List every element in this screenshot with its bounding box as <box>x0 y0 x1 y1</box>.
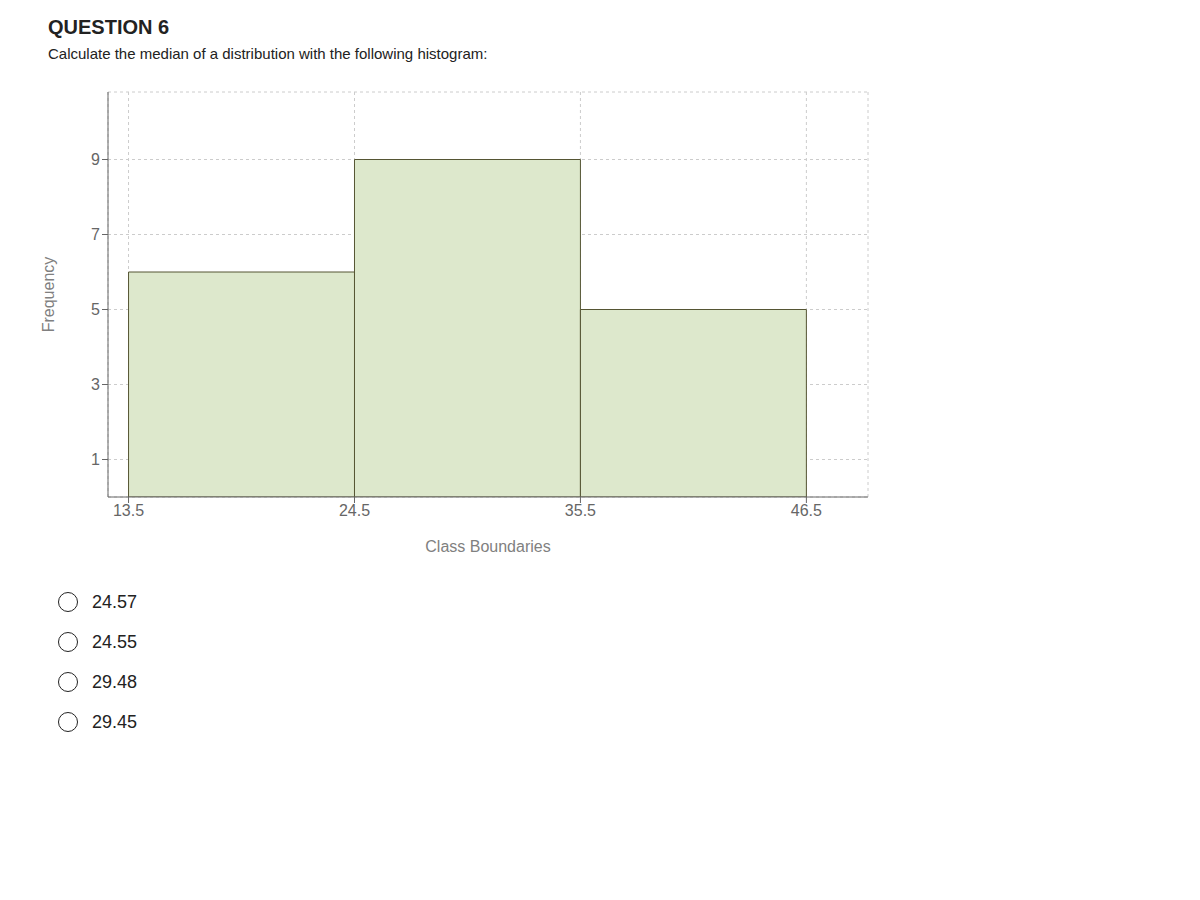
svg-text:35.5: 35.5 <box>565 502 596 519</box>
html-text:29.45: 29.45 <box>92 711 137 732</box>
html-text:24.57: 24.57 <box>92 591 137 612</box>
html-text:Calculate the median of a dist: Calculate the median of a distribution w… <box>48 45 488 62</box>
svg-text:Class Boundaries: Class Boundaries <box>425 538 550 555</box>
svg-text:24.5: 24.5 <box>339 502 370 519</box>
svg-text:7: 7 <box>91 226 100 243</box>
svg-text:1: 1 <box>91 451 100 468</box>
html-text:29.48: 29.48 <box>92 671 137 692</box>
svg-text:9: 9 <box>91 151 100 168</box>
svg-text:Frequency: Frequency <box>40 257 57 333</box>
svg-text:13.5: 13.5 <box>113 502 144 519</box>
svg-text:46.5: 46.5 <box>791 502 822 519</box>
html-text:QUESTION 6: QUESTION 6 <box>48 16 170 38</box>
html-text:24.55: 24.55 <box>92 631 137 652</box>
svg-text:5: 5 <box>91 301 100 318</box>
svg-text:3: 3 <box>91 376 100 393</box>
